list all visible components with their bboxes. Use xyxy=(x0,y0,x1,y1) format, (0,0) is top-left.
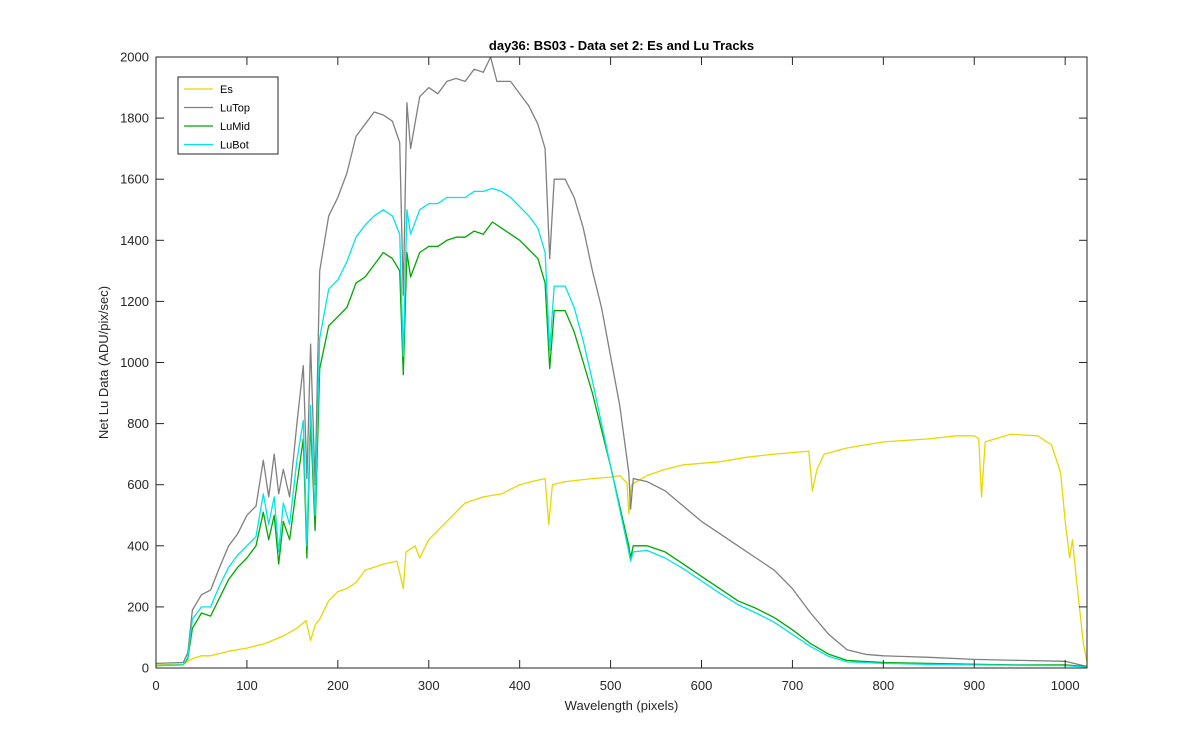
y-tick-label: 1600 xyxy=(120,172,149,187)
series-line-es xyxy=(155,433,1088,666)
legend-label-es: Es xyxy=(220,84,233,96)
series-line-lubot xyxy=(155,187,1088,668)
y-tick-label: 1800 xyxy=(120,111,149,126)
y-tick-label: 600 xyxy=(127,477,149,492)
x-tick-label: 1000 xyxy=(1051,678,1080,693)
x-tick-label: 600 xyxy=(691,678,713,693)
y-tick-label: 1200 xyxy=(120,294,149,309)
x-tick-label: 0 xyxy=(152,678,159,693)
y-tick-label: 400 xyxy=(127,538,149,553)
legend-box xyxy=(177,76,279,155)
legend: Es LuTop LuMid LuBot xyxy=(177,76,279,155)
chart-title: day36: BS03 - Data set 2: Es and Lu Trac… xyxy=(489,38,754,53)
y-tick-label: 800 xyxy=(127,416,149,431)
legend-label-lutop: LuTop xyxy=(220,103,250,115)
x-tick-label: 700 xyxy=(782,678,804,693)
legend-label-lubot: LuBot xyxy=(220,140,249,152)
plot-background xyxy=(156,57,1087,668)
x-tick-label: 400 xyxy=(509,678,531,693)
y-tick-label: 200 xyxy=(127,599,149,614)
tick-layer: 0 100 200 300 400 500 600 700 800 900 1000 0 200 400 6… xyxy=(120,50,1087,693)
x-axis-label: Wavelength (pixels) xyxy=(565,698,679,713)
y-tick-label: 2000 xyxy=(120,50,149,65)
y-tick-label: 1400 xyxy=(120,233,149,248)
x-tick-label: 900 xyxy=(963,678,985,693)
y-tick-label: 1000 xyxy=(120,355,149,370)
x-tick-label: 200 xyxy=(327,678,349,693)
x-tick-label: 100 xyxy=(236,678,258,693)
legend-label-lumid: LuMid xyxy=(220,121,250,133)
series-layer xyxy=(155,56,1088,668)
y-tick-label: 0 xyxy=(142,661,149,676)
series-line-lutop xyxy=(155,56,1088,668)
x-tick-label: 800 xyxy=(872,678,894,693)
y-axis-label: Net Lu Data (ADU/pix/sec) xyxy=(96,286,111,439)
series-line-lumid xyxy=(155,221,1088,668)
x-tick-label: 300 xyxy=(418,678,440,693)
x-tick-label: 500 xyxy=(600,678,622,693)
